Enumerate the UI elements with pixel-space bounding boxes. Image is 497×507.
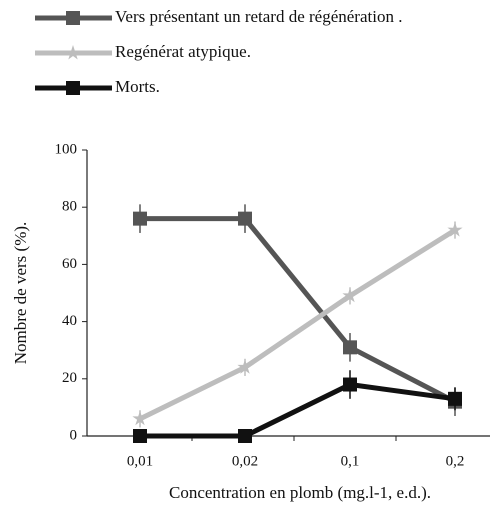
y-tick-label: 80 — [62, 199, 77, 215]
series-line — [140, 382, 456, 439]
legend-label: Regénérat atypique. — [115, 42, 251, 61]
point — [133, 211, 147, 226]
legend-swatch-marker — [66, 81, 80, 95]
y-tick-label: 20 — [62, 370, 77, 386]
point — [238, 211, 252, 226]
legend-swatch-marker — [65, 45, 81, 60]
x-axis-label: Concentration en plomb (mg.l-1, e.d.). — [169, 483, 431, 502]
point — [447, 222, 463, 237]
point — [343, 377, 357, 392]
point — [238, 429, 252, 443]
y-tick-label: 60 — [62, 256, 77, 272]
legend-label: Morts. — [115, 77, 160, 96]
y-tick-label: 0 — [70, 427, 78, 443]
y-tick-label: 40 — [62, 313, 77, 329]
legend-swatch-marker — [66, 11, 80, 25]
point — [448, 391, 462, 406]
series-line — [138, 227, 457, 422]
point — [132, 410, 148, 426]
x-tick-label: 0,01 — [127, 453, 153, 469]
x-tick-label: 0,1 — [341, 453, 360, 469]
point — [237, 359, 253, 374]
x-tick-label: 0,2 — [446, 453, 465, 469]
point — [343, 340, 357, 355]
point — [133, 429, 147, 443]
y-axis-label: Nombre de vers (%). — [11, 222, 30, 365]
point — [342, 287, 358, 303]
series-line — [140, 216, 457, 404]
y-tick-label: 100 — [55, 141, 78, 157]
x-tick-label: 0,02 — [232, 453, 258, 469]
legend-label: Vers présentant un retard de régénératio… — [115, 7, 402, 26]
